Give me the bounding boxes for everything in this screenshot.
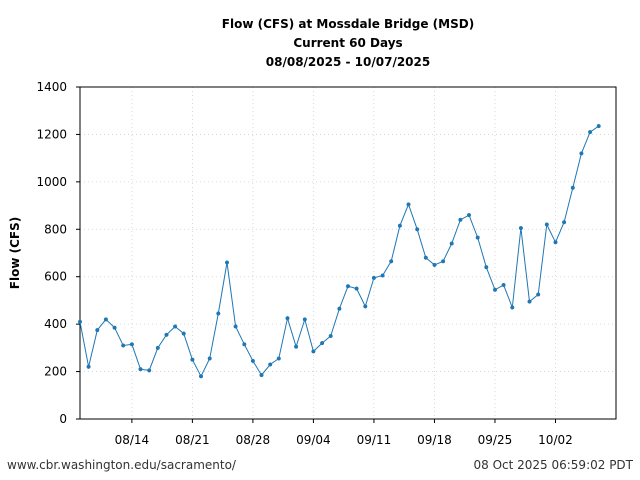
y-tick-label: 600 xyxy=(44,270,67,284)
data-point xyxy=(147,368,152,373)
data-point xyxy=(129,342,134,347)
data-point xyxy=(311,349,316,354)
x-tick-label: 09/25 xyxy=(478,433,513,447)
data-point xyxy=(562,220,567,225)
x-tick-label: 08/14 xyxy=(115,433,150,447)
y-tick-label: 1200 xyxy=(36,127,67,141)
data-point xyxy=(579,151,584,156)
axes: 0 200 400 600 800 1000 1200 1400 08/14 08/21 08/28… xyxy=(36,80,617,447)
y-tick-label: 400 xyxy=(44,317,67,331)
x-tick-label: 10/02 xyxy=(538,433,573,447)
x-tick-label: 08/21 xyxy=(175,433,210,447)
data-point xyxy=(449,241,454,246)
data-point xyxy=(155,345,160,350)
data-point xyxy=(224,260,230,265)
data-point xyxy=(259,373,264,378)
data-point xyxy=(320,341,325,346)
data-point xyxy=(389,259,394,264)
data-point xyxy=(337,306,342,311)
data-point xyxy=(570,185,575,190)
data-point xyxy=(596,124,601,129)
data-point xyxy=(328,333,333,339)
data-point xyxy=(588,130,593,135)
data-point xyxy=(354,286,359,291)
y-tick-label: 1400 xyxy=(36,80,67,94)
data-point xyxy=(363,304,368,309)
data-point xyxy=(527,299,532,304)
data-point xyxy=(268,362,273,367)
data-point xyxy=(216,311,221,316)
series-flow xyxy=(77,124,601,379)
data-point xyxy=(345,284,351,289)
data-point xyxy=(484,265,489,270)
source-url: www.cbr.washington.edu/sacramento/ xyxy=(7,458,236,472)
data-point xyxy=(207,356,212,361)
data-point xyxy=(415,227,420,232)
chart-title-line-2: Current 60 Days xyxy=(293,36,402,50)
data-point xyxy=(103,317,108,322)
x-tick-label: 09/11 xyxy=(357,433,392,447)
data-point xyxy=(544,222,549,227)
data-point xyxy=(397,223,402,228)
data-point xyxy=(86,364,91,369)
data-point xyxy=(164,332,169,337)
data-point xyxy=(190,357,195,362)
data-point xyxy=(553,240,558,245)
data-point xyxy=(242,342,247,347)
data-point xyxy=(458,217,463,222)
data-point xyxy=(198,374,204,379)
data-point xyxy=(501,282,506,288)
data-point xyxy=(510,305,515,310)
x-tick-label: 09/04 xyxy=(296,433,331,447)
data-point xyxy=(77,319,83,324)
chart-title-line-3: 08/08/2025 - 10/07/2025 xyxy=(266,55,430,69)
data-point xyxy=(173,324,178,329)
data-point xyxy=(536,292,541,297)
y-tick-label: 200 xyxy=(44,365,67,379)
data-point xyxy=(95,328,100,333)
data-point xyxy=(432,262,437,267)
data-point xyxy=(112,325,117,330)
chart-title: Flow (CFS) at Mossdale Bridge (MSD) Curr… xyxy=(222,17,474,69)
series-line xyxy=(79,125,599,378)
chart-title-line-1: Flow (CFS) at Mossdale Bridge (MSD) xyxy=(222,17,474,31)
data-point xyxy=(371,275,376,280)
grid xyxy=(80,87,616,419)
data-point xyxy=(466,213,472,218)
data-point xyxy=(423,255,428,260)
data-point xyxy=(294,344,299,349)
data-point xyxy=(380,273,385,278)
data-point xyxy=(233,324,238,329)
x-tick-label: 09/18 xyxy=(417,433,452,447)
data-point xyxy=(276,356,281,361)
data-point xyxy=(302,317,307,322)
plot-frame xyxy=(79,86,617,420)
data-point xyxy=(181,331,186,336)
x-tick-label: 08/28 xyxy=(236,433,271,447)
data-point xyxy=(285,316,290,321)
data-point xyxy=(492,287,498,292)
data-point xyxy=(441,259,446,264)
generated-timestamp: 08 Oct 2025 06:59:02 PDT xyxy=(473,458,633,472)
data-point xyxy=(138,367,143,372)
data-point xyxy=(518,226,523,231)
data-point xyxy=(406,202,411,207)
data-point xyxy=(121,343,126,348)
data-point xyxy=(475,235,480,240)
y-tick-label: 800 xyxy=(44,222,67,236)
y-tick-label: 1000 xyxy=(36,175,67,189)
y-axis-label: Flow (CFS) xyxy=(8,217,22,289)
y-tick-label: 0 xyxy=(59,412,67,426)
data-point xyxy=(250,358,255,363)
